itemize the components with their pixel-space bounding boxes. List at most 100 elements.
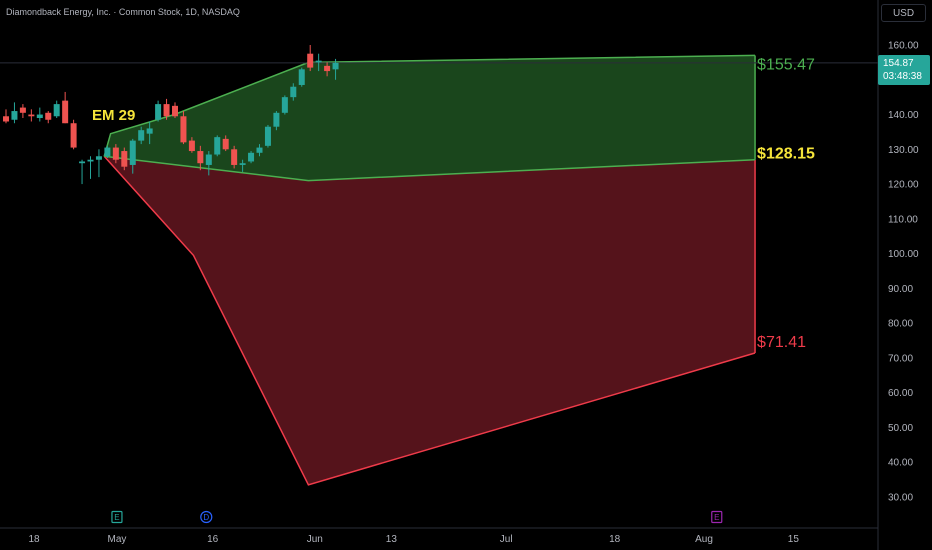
candle[interactable] [45, 111, 52, 124]
candle[interactable] [256, 144, 263, 157]
candle[interactable] [281, 95, 288, 115]
candle[interactable] [79, 159, 86, 185]
marker-letter: D [203, 513, 209, 522]
candle-body [70, 123, 77, 148]
mid-band-label: $128.15 [757, 146, 815, 163]
candle[interactable] [3, 109, 9, 124]
candle-body [315, 60, 322, 63]
candle[interactable] [214, 135, 221, 157]
candle[interactable] [172, 102, 178, 119]
candle-body [28, 114, 35, 117]
price-tick-label: 140.00 [888, 110, 919, 121]
marker-shape [200, 510, 213, 524]
candle[interactable] [222, 135, 229, 152]
candle[interactable] [290, 83, 297, 101]
candle[interactable] [324, 62, 331, 77]
candle[interactable] [138, 126, 145, 145]
candle-body [188, 140, 195, 152]
candle-body [155, 104, 162, 120]
candle[interactable] [129, 138, 136, 174]
candle[interactable] [307, 45, 314, 72]
candle[interactable] [28, 109, 35, 122]
candle[interactable] [19, 104, 26, 119]
candle-body [11, 111, 18, 120]
candle-body [163, 104, 170, 117]
currency-selector[interactable]: USD [881, 4, 926, 22]
event-marker[interactable]: E [111, 510, 123, 524]
time-tick-label: Jul [500, 534, 513, 545]
lower-band-line [103, 155, 756, 486]
price-tick-label: 100.00 [888, 249, 919, 260]
candle-body [45, 112, 52, 120]
candle-body [256, 147, 263, 153]
candle-body [121, 151, 128, 167]
price-axis-ticks: 160.00150.00140.00130.00120.00110.00100.… [888, 41, 919, 504]
lower-band-label: $71.41 [757, 334, 806, 351]
candle-body [307, 53, 314, 68]
candle[interactable] [53, 100, 60, 119]
price-tick-label: 70.00 [888, 353, 913, 364]
candle[interactable] [87, 156, 94, 179]
candle[interactable] [95, 149, 102, 178]
candle[interactable] [332, 58, 339, 80]
candle[interactable] [264, 124, 271, 148]
candle[interactable] [248, 151, 255, 164]
marker-letter: E [114, 513, 119, 522]
event-marker[interactable]: D [200, 510, 213, 524]
candle[interactable] [273, 111, 280, 131]
candle-body [3, 116, 9, 122]
candle-body [222, 138, 229, 150]
candle[interactable] [146, 121, 153, 145]
marker-letter: E [714, 513, 719, 522]
candles[interactable] [3, 45, 339, 185]
candle[interactable] [62, 91, 69, 124]
candle[interactable] [163, 98, 170, 120]
candle-body [146, 128, 153, 134]
candle-body [112, 147, 119, 160]
bar-countdown: 03:48:38 [883, 71, 922, 82]
candle-body [95, 156, 102, 160]
candle[interactable] [239, 159, 246, 172]
candle[interactable] [188, 137, 195, 153]
candle-body [172, 105, 178, 117]
candle-body [214, 137, 221, 155]
candle[interactable] [180, 111, 187, 145]
candle[interactable] [205, 151, 212, 176]
candle-body [197, 151, 204, 164]
candle-body [53, 104, 60, 117]
candle-body [248, 152, 255, 162]
candle-body [290, 86, 297, 98]
lower-band-fill [104, 156, 755, 485]
candle[interactable] [36, 107, 43, 122]
price-tick-label: 60.00 [888, 388, 913, 399]
mid-band-line [104, 155, 756, 182]
upper-band-fill [104, 55, 755, 181]
time-tick-label: 15 [788, 534, 800, 545]
candle[interactable] [70, 119, 77, 150]
marker-shape [111, 510, 123, 524]
candle-body [79, 161, 86, 164]
candle-body [104, 147, 111, 157]
candle[interactable] [231, 145, 238, 169]
candle[interactable] [298, 67, 305, 87]
time-axis-ticks: 18 May 16 Jun 13 Jul 18 Aug 15 [28, 534, 799, 545]
price-tick-label: 160.00 [888, 41, 919, 52]
candle[interactable] [11, 102, 18, 124]
candle[interactable] [315, 53, 322, 72]
event-marker[interactable]: E [711, 510, 723, 524]
candle[interactable] [197, 145, 204, 171]
candle-body [324, 65, 331, 72]
time-tick-label: Aug [695, 534, 713, 545]
price-tick-label: 40.00 [888, 458, 913, 469]
candle[interactable] [112, 144, 119, 164]
candle[interactable] [104, 145, 111, 158]
em-label: EM 29 [92, 107, 135, 124]
time-tick-label: 16 [207, 534, 219, 545]
time-tick-label: 18 [609, 534, 621, 545]
candle-body [231, 149, 238, 165]
candle[interactable] [155, 100, 162, 122]
candle[interactable] [121, 147, 128, 171]
